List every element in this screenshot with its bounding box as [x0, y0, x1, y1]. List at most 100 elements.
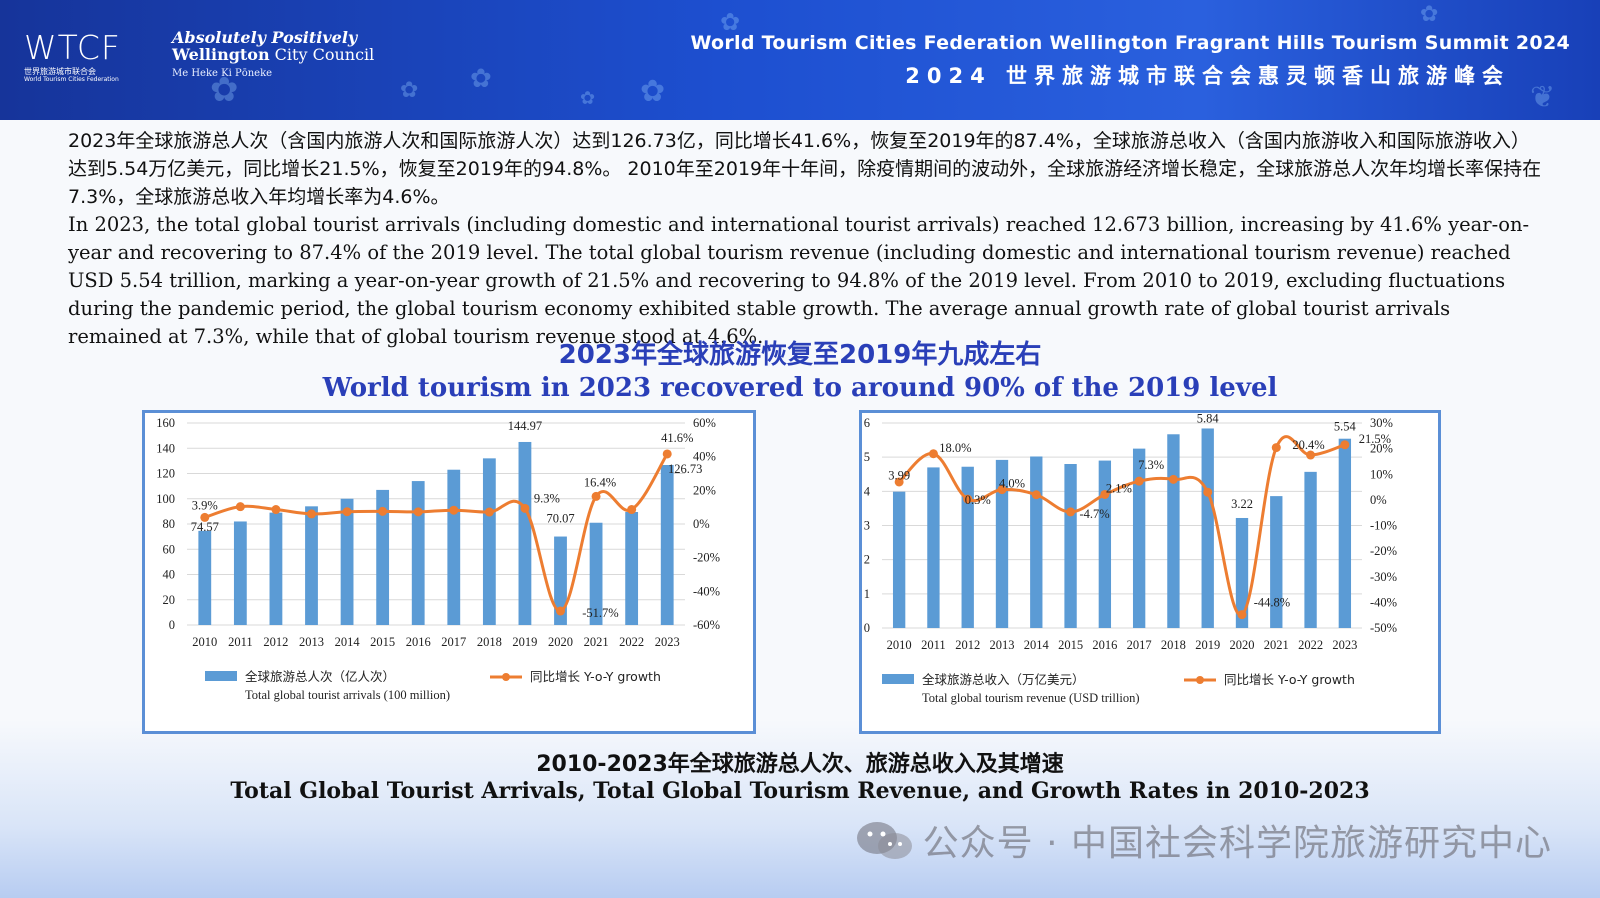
x-tick-label: 2014: [335, 635, 361, 649]
x-tick-label: 2012: [263, 635, 288, 649]
bar: [660, 465, 674, 625]
growth-point: [1066, 507, 1076, 517]
bar-value-label: 70.07: [546, 512, 574, 526]
growth-point: [235, 502, 245, 512]
growth-point: [591, 491, 601, 501]
growth-point: [449, 505, 459, 515]
growth-value-label: -44.8%: [1254, 596, 1290, 610]
y-left-tick-label: 0: [169, 618, 175, 632]
x-tick-label: 2014: [1024, 638, 1050, 652]
fern-decoration-icon: ❦: [1530, 80, 1556, 115]
bar: [1098, 460, 1112, 628]
intro-paragraph-en: In 2023, the total global tourist arriva…: [68, 213, 1530, 348]
growth-value-label: 0.3%: [965, 493, 991, 507]
logo-text: WTCF: [24, 28, 121, 67]
growth-value-label: 41.6%: [661, 431, 693, 445]
flower-decoration-icon: ✿: [580, 88, 596, 109]
growth-value-label: 18.0%: [939, 441, 971, 455]
y-left-tick-label: 60: [163, 542, 176, 556]
bar: [625, 512, 639, 625]
bar: [376, 489, 390, 625]
bar: [1270, 496, 1283, 628]
background-glow: [0, 720, 1600, 898]
bar: [447, 469, 461, 625]
header-banner: ✿ ✿ ✿ ✿ ✿ ✿ ✿ ❦ WTCF 世界旅游城市联合会 World Tou…: [0, 0, 1600, 120]
growth-point: [1134, 476, 1144, 486]
x-tick-label: 2019: [512, 635, 537, 649]
logo-sub-cn: 世界旅游城市联合会: [24, 67, 96, 76]
growth-point: [378, 506, 388, 516]
x-tick-label: 2010: [192, 635, 217, 649]
council-name-rest: City Council: [269, 45, 375, 64]
bar: [269, 512, 283, 625]
y-left-tick-label: 100: [156, 492, 175, 506]
legend-line-label: 同比增长 Y-o-Y growth: [1224, 672, 1355, 687]
bar: [589, 522, 603, 625]
growth-point: [520, 503, 530, 513]
y-right-tick-label: 40%: [693, 450, 716, 464]
council-line-3: Me Heke Ki Pōneke: [172, 68, 273, 79]
x-tick-label: 2010: [887, 638, 912, 652]
legend-line-marker: [502, 673, 510, 681]
legend-bar-label-en: Total global tourist arrivals (100 milli…: [245, 688, 450, 702]
x-tick-label: 2021: [1264, 638, 1289, 652]
bar-value-label: 3.99: [888, 469, 910, 483]
growth-point: [271, 505, 281, 515]
growth-value-label: 20.4%: [1292, 438, 1324, 452]
y-left-tick-label: 80: [163, 517, 176, 531]
x-tick-label: 2017: [441, 635, 466, 649]
bar: [1235, 517, 1249, 628]
flower-decoration-icon: ✿: [1420, 2, 1439, 27]
bar-value-label: 126.73: [668, 462, 702, 476]
flower-decoration-icon: ✿: [640, 74, 666, 109]
x-tick-label: 2016: [406, 635, 431, 649]
y-right-tick-label: -50%: [1370, 621, 1397, 635]
summit-title-cn: 2024 世界旅游城市联合会惠灵顿香山旅游峰会: [905, 64, 1510, 88]
growth-point: [413, 507, 423, 517]
y-right-tick-label: 10%: [1370, 467, 1393, 481]
y-right-tick-label: 30%: [1370, 416, 1393, 430]
legend-bar-label: 全球旅游总人次（亿人次）: [245, 669, 395, 684]
x-tick-label: 2013: [299, 635, 324, 649]
y-right-tick-label: -30%: [1370, 570, 1397, 584]
growth-point: [200, 512, 210, 522]
bar: [1338, 438, 1352, 628]
flower-decoration-icon: ✿: [400, 78, 419, 103]
bar: [1064, 464, 1077, 628]
x-tick-label: 2017: [1127, 638, 1152, 652]
bar: [554, 536, 567, 625]
bar: [340, 498, 354, 625]
summit-title-en: World Tourism Cities Federation Wellingt…: [690, 32, 1570, 54]
bar: [961, 466, 974, 628]
y-right-tick-label: 0%: [1370, 493, 1387, 507]
y-right-tick-label: -20%: [1370, 544, 1397, 558]
x-tick-label: 2023: [655, 635, 680, 649]
growth-point: [963, 494, 973, 504]
bar: [518, 441, 532, 625]
x-tick-label: 2020: [1230, 638, 1255, 652]
x-tick-label: 2013: [990, 638, 1015, 652]
growth-point: [627, 505, 637, 515]
growth-value-label: 16.4%: [584, 475, 616, 489]
y-right-tick-label: -40%: [1370, 595, 1397, 609]
legend-bar-swatch: [882, 674, 914, 684]
growth-value-label: -51.7%: [582, 606, 618, 620]
council-line-2: Wellington City Council: [172, 45, 374, 64]
x-tick-label: 2012: [955, 638, 980, 652]
x-tick-label: 2022: [1298, 638, 1323, 652]
x-tick-label: 2011: [228, 635, 253, 649]
section-title-en: World tourism in 2023 recovered to aroun…: [322, 373, 1278, 403]
y-left-tick-label: 0: [864, 621, 870, 635]
bar-value-label: 74.57: [191, 520, 219, 534]
growth-point: [1237, 610, 1247, 620]
y-left-tick-label: 160: [156, 416, 175, 430]
bar: [995, 459, 1009, 628]
chart-panel-arrivals: 0 20 40 60 80 100 120 140 160 -60% -40% -20% 0% 20% 40…: [142, 410, 756, 734]
growth-point: [307, 509, 316, 519]
figure-caption-cn: 2010-2023年全球旅游总人次、旅游总收入及其增速: [536, 752, 1064, 777]
y-left-tick-label: 1: [864, 587, 870, 601]
council-name-bold: Wellington: [172, 45, 270, 64]
y-right-tick-label: -20%: [693, 551, 720, 565]
y-right-tick-label: -10%: [1370, 519, 1397, 533]
legend-line-marker: [1196, 676, 1204, 684]
